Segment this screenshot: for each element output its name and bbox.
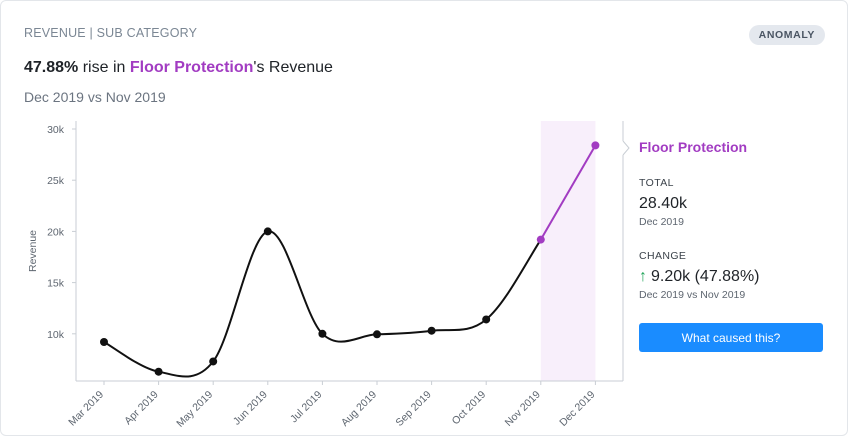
y-tick-label: 25k (47, 175, 65, 187)
data-point (263, 227, 272, 236)
side-panel: Floor Protection TOTAL 28.40k Dec 2019 C… (639, 133, 825, 352)
headline-mid-text: rise in (78, 59, 130, 76)
anomaly-badge: ANOMALY (748, 25, 825, 45)
total-label: TOTAL (639, 177, 674, 189)
data-point (100, 337, 108, 346)
x-tick-label: Dec 2019 (557, 389, 597, 429)
y-tick-label: 15k (47, 278, 65, 290)
data-point (373, 330, 381, 339)
change-value: 9.20k (47.88%) (651, 268, 760, 285)
what-caused-this-button[interactable]: What caused this? (639, 323, 823, 352)
highlight-band (540, 121, 596, 381)
x-tick-label: Oct 2019 (450, 389, 489, 428)
data-point (209, 357, 218, 366)
data-point (318, 329, 327, 338)
x-tick-label: Jun 2019 (231, 389, 270, 428)
pointer-notch (622, 140, 630, 156)
headline-suffix: 's Revenue (253, 59, 333, 76)
side-panel-title: Floor Protection (639, 139, 748, 155)
x-tick-label: Mar 2019 (66, 389, 106, 429)
total-value: 28.40k (639, 195, 688, 212)
x-tick-label: Sep 2019 (393, 389, 433, 429)
comparison-period: Dec 2019 vs Nov 2019 (24, 89, 166, 105)
headline-percent: 47.88% (24, 59, 79, 76)
change-period: Dec 2019 vs Nov 2019 (639, 289, 746, 301)
anomaly-series-line (539, 144, 597, 241)
data-point (427, 326, 436, 335)
x-tick-label: May 2019 (174, 389, 215, 430)
breadcrumb: REVENUE | SUB CATEGORY (24, 26, 198, 40)
x-tick-label: Nov 2019 (503, 389, 543, 429)
revenue-series-line (103, 230, 542, 378)
insight-headline: 47.88% rise in Floor Protection's Revenu… (24, 59, 333, 77)
headline-category: Floor Protection (129, 59, 254, 76)
y-tick-label: 30k (47, 124, 65, 136)
change-value-row: ↑ 9.20k (47.88%) (639, 268, 825, 286)
arrow-up-icon: ↑ (639, 268, 647, 285)
x-tick-label: Apr 2019 (122, 389, 161, 428)
data-point (536, 235, 545, 244)
revenue-line-chart: 10k 15k 20k 25k 30k Revenue Mar 2019 Apr 2019 Ma… (27, 121, 630, 430)
x-tick-label: Aug 2019 (339, 389, 379, 429)
data-point (591, 141, 600, 150)
x-tick-label: Jul 2019 (288, 389, 325, 426)
y-axis-title: Revenue (27, 230, 39, 272)
change-label: CHANGE (639, 250, 687, 262)
y-tick-label: 10k (47, 329, 65, 341)
total-period: Dec 2019 (639, 216, 684, 228)
data-point (154, 367, 163, 376)
y-tick-label: 20k (47, 226, 65, 238)
data-point (482, 315, 491, 324)
